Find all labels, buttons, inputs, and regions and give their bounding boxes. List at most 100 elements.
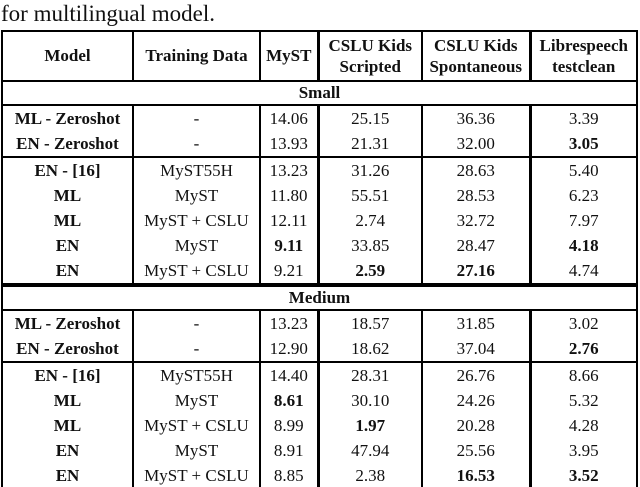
cell-training-data: MyST55H [132,361,260,388]
col-header-cslu-spontaneous: CSLU Kids Spontaneous [421,31,530,82]
cell-myst: 9.21 [259,258,318,285]
cell-training-data: - [132,336,260,362]
col-header-cslu-scripted: CSLU Kids Scripted [316,31,422,82]
cell-myst: 13.93 [259,131,318,157]
table-row: EN MyST 8.91 47.94 25.56 3.95 [2,438,637,463]
cell-cslu-spontaneous: 28.63 [421,156,530,183]
table-row: ML - Zeroshot - 13.23 18.57 31.85 3.02 [2,310,637,336]
cell-cslu-scripted: 2.59 [316,258,422,285]
cell-cslu-spontaneous: 28.53 [421,183,530,208]
table-row: ML MyST + CSLU 8.99 1.97 20.28 4.28 [2,413,637,438]
cell-model: EN [55,260,80,280]
table-row: ML MyST + CSLU 12.11 2.74 32.72 7.97 [2,208,637,233]
cell-myst: 12.11 [259,208,318,233]
header-row: Model Training Data MyST CSLU Kids Scrip… [2,31,637,82]
cell-training-data: MyST55H [132,156,260,183]
results-table: Model Training Data MyST CSLU Kids Scrip… [1,30,638,487]
cell-myst: 8.91 [259,438,318,463]
cell-cslu-spontaneous: 16.53 [421,463,530,487]
cell-librespeech: 2.76 [528,336,637,362]
cell-cslu-scripted: 30.10 [316,388,422,413]
cell-librespeech: 3.95 [528,438,637,463]
cell-cslu-spontaneous: 28.47 [421,233,530,258]
cell-model: EN [55,235,80,255]
cell-librespeech: 3.02 [528,310,637,336]
cell-training-data: MyST + CSLU [132,208,260,233]
cell-myst: 8.61 [259,388,318,413]
cell-myst: 11.80 [259,183,318,208]
cell-training-data: - [132,105,260,131]
table-row: EN MyST 9.11 33.85 28.47 4.18 [2,233,637,258]
cell-librespeech: 4.74 [528,258,637,285]
cell-model: ML [53,415,82,435]
cell-cslu-scripted: 33.85 [316,233,422,258]
cell-training-data: MyST + CSLU [132,413,260,438]
col-header-training-data: Training Data [132,31,260,82]
cell-cslu-spontaneous: 32.00 [421,131,530,157]
table-row: EN - Zeroshot - 12.90 18.62 37.04 2.76 [2,336,637,362]
cell-cslu-scripted: 55.51 [316,183,422,208]
cell-cslu-spontaneous: 27.16 [421,258,530,285]
cell-cslu-scripted: 1.97 [316,413,422,438]
cell-myst: 13.23 [259,156,318,183]
cell-training-data: MyST + CSLU [132,258,260,285]
cell-training-data: MyST [132,388,260,413]
cell-cslu-scripted: 2.38 [316,463,422,487]
section-band-small: Small [2,80,637,106]
cell-librespeech: 5.40 [528,156,637,183]
cell-cslu-scripted: 2.74 [316,208,422,233]
section-label: Small [2,80,637,106]
cell-model: ML [53,185,82,205]
cell-model: ML - Zeroshot [14,313,121,333]
cell-librespeech: 3.39 [528,105,637,131]
cell-librespeech: 8.66 [528,361,637,388]
cell-myst: 12.90 [259,336,318,362]
cell-model: ML [53,210,82,230]
cell-cslu-spontaneous: 24.26 [421,388,530,413]
cell-cslu-spontaneous: 20.28 [421,413,530,438]
cell-cslu-scripted: 21.31 [316,131,422,157]
table-row: EN - Zeroshot - 13.93 21.31 32.00 3.05 [2,131,637,157]
cell-myst: 8.99 [259,413,318,438]
cell-training-data: - [132,310,260,336]
cell-model: EN - Zeroshot [16,338,119,358]
cell-model: EN - Zeroshot [16,133,119,153]
table-row: EN - [16] MyST55H 14.40 28.31 26.76 8.66 [2,361,637,388]
table-row: ML - Zeroshot - 14.06 25.15 36.36 3.39 [2,105,637,131]
cell-training-data: MyST [132,233,260,258]
cell-librespeech: 4.28 [528,413,637,438]
cell-training-data: - [132,131,260,157]
table-row: EN - [16] MyST55H 13.23 31.26 28.63 5.40 [2,156,637,183]
col-header-model: Model [2,31,133,82]
cell-training-data: MyST + CSLU [132,463,260,487]
cell-cslu-scripted: 47.94 [316,438,422,463]
table-caption: for multilingual model. [1,1,215,26]
section-band-medium: Medium [2,283,637,311]
cell-training-data: MyST [132,438,260,463]
cell-cslu-spontaneous: 25.56 [421,438,530,463]
cell-librespeech: 3.05 [528,131,637,157]
col-header-myst: MyST [259,31,318,82]
cell-model: ML - Zeroshot [14,108,121,128]
cell-cslu-scripted: 18.57 [316,310,422,336]
cell-model: EN [55,465,80,485]
cell-librespeech: 5.32 [528,388,637,413]
cell-cslu-scripted: 28.31 [316,361,422,388]
cell-cslu-scripted: 25.15 [316,105,422,131]
cell-training-data: MyST [132,183,260,208]
cell-cslu-spontaneous: 32.72 [421,208,530,233]
cell-myst: 9.11 [259,233,318,258]
cell-cslu-spontaneous: 31.85 [421,310,530,336]
cell-model: ML [53,390,82,410]
cell-model: EN - [16] [2,156,133,183]
col-header-librespeech: Librespeech testclean [528,31,637,82]
cell-librespeech: 6.23 [528,183,637,208]
section-label: Medium [2,283,637,311]
cell-librespeech: 4.18 [528,233,637,258]
cell-myst: 14.40 [259,361,318,388]
cell-librespeech: 3.52 [528,463,637,487]
cell-model: EN - [16] [2,361,133,388]
cell-myst: 13.23 [259,310,318,336]
table-row: EN MyST + CSLU 9.21 2.59 27.16 4.74 [2,258,637,285]
cell-cslu-scripted: 31.26 [316,156,422,183]
